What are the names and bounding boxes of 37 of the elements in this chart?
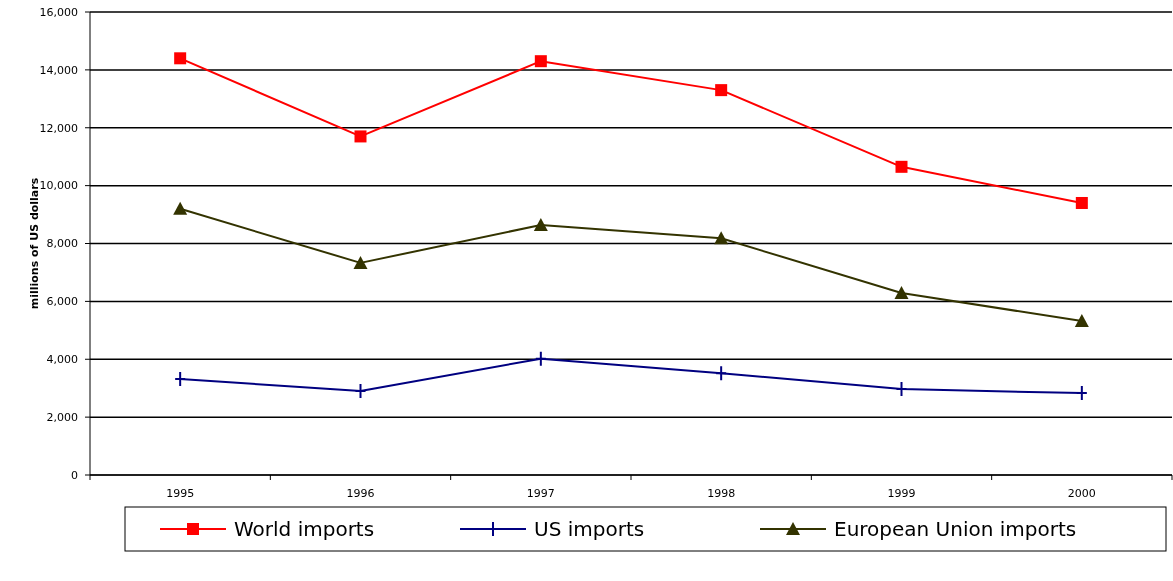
point bbox=[894, 285, 909, 299]
point bbox=[895, 381, 908, 398]
y-tick-label: 16,000 bbox=[39, 5, 78, 19]
y-axis-title: millions of US dollars bbox=[28, 177, 41, 310]
point bbox=[895, 160, 908, 173]
point bbox=[353, 255, 368, 269]
point bbox=[174, 370, 187, 387]
y-tick-label: 4,000 bbox=[46, 353, 78, 367]
x-tick-label: 1999 bbox=[887, 487, 916, 500]
y-tick-label: 8,000 bbox=[46, 237, 78, 251]
x-tick-label: 2000 bbox=[1067, 487, 1096, 500]
x-tick-label: 1998 bbox=[707, 487, 736, 500]
point bbox=[715, 84, 728, 97]
point bbox=[1075, 385, 1088, 402]
point bbox=[173, 201, 188, 215]
point bbox=[534, 55, 547, 68]
x-tick-label: 1997 bbox=[526, 487, 555, 500]
y-tick-label: 14,000 bbox=[39, 63, 78, 77]
point bbox=[533, 217, 548, 231]
legend-label: US imports bbox=[534, 517, 645, 541]
point bbox=[354, 383, 367, 400]
point bbox=[1075, 196, 1088, 209]
point bbox=[354, 130, 367, 143]
point bbox=[714, 231, 729, 245]
y-tick-label: 0 bbox=[71, 468, 78, 482]
point bbox=[534, 350, 547, 367]
legend-label: World imports bbox=[234, 517, 375, 541]
y-tick-label: 12,000 bbox=[39, 121, 78, 135]
y-tick-label: 2,000 bbox=[46, 410, 78, 424]
x-tick-label: 1995 bbox=[166, 487, 195, 500]
x-tick-label: 1996 bbox=[346, 487, 375, 500]
y-tick-label: 10,000 bbox=[39, 179, 78, 193]
point bbox=[1074, 314, 1089, 328]
legend-label: European Union imports bbox=[834, 517, 1077, 541]
y-tick-label: 6,000 bbox=[46, 295, 78, 309]
point bbox=[715, 365, 728, 382]
point bbox=[174, 52, 187, 65]
